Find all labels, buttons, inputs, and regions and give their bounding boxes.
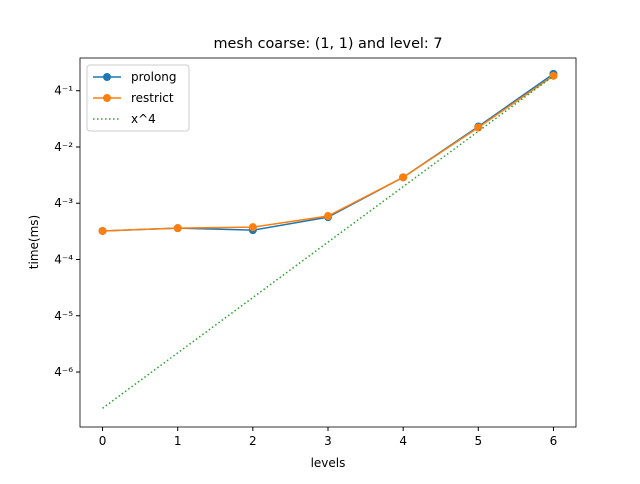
series-line	[102, 75, 554, 409]
point	[173, 224, 182, 233]
legend-marker	[103, 94, 111, 102]
x-tick-label: 0	[99, 434, 107, 448]
y-tick-label: 4⁻⁶	[54, 365, 73, 379]
legend-label: x^4	[131, 112, 156, 126]
y-tick-label: 4⁻⁵	[54, 309, 73, 323]
plot-frame	[79, 57, 577, 428]
x-tick-label: 2	[249, 434, 257, 448]
y-tick-label: 4⁻¹	[54, 84, 73, 98]
x-tick-label: 1	[174, 434, 182, 448]
y-tick-label: 4⁻²	[54, 140, 73, 154]
x-tick-label: 4	[399, 434, 407, 448]
x-tick-label: 5	[474, 434, 482, 448]
point	[324, 212, 332, 221]
y-tick-label: 4⁻⁴	[54, 253, 73, 267]
point	[248, 223, 257, 232]
legend-box	[86, 64, 190, 132]
y-tick-label: 4⁻³	[54, 196, 73, 210]
legend-label: prolong	[131, 70, 177, 84]
y-axis-label: time(ms)	[27, 215, 41, 269]
x-tick-label: 6	[550, 434, 558, 448]
x-axis-label: levels	[311, 456, 346, 470]
legend-marker	[103, 73, 111, 81]
legend-label: restrict	[131, 91, 174, 105]
point	[399, 173, 408, 182]
x-tick-label: 3	[324, 434, 332, 448]
point	[474, 123, 483, 132]
chart-title: mesh coarse: (1, 1) and level: 7	[214, 36, 443, 52]
point	[98, 226, 107, 235]
